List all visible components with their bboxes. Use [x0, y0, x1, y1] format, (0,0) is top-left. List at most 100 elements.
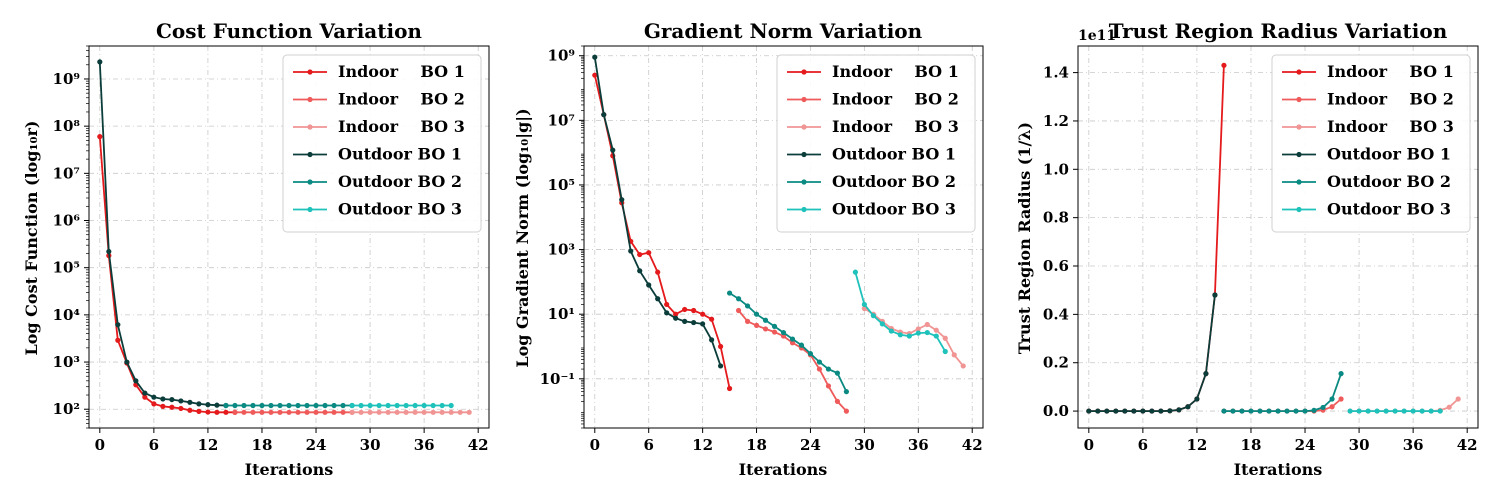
x-tick-label: 42 [962, 436, 983, 454]
data-point-outdoor-bo-1 [1203, 371, 1209, 377]
y-axis-label: Trust Region Radius (1/λ) [1015, 122, 1034, 354]
data-point-outdoor-bo-2 [1248, 408, 1254, 414]
legend-marker [307, 124, 313, 130]
data-point-outdoor-bo-2 [304, 402, 310, 409]
data-point-outdoor-bo-1 [1131, 408, 1137, 414]
data-point-outdoor-bo-2 [780, 329, 787, 336]
data-point-indoor-bo-1 [646, 250, 652, 256]
data-point-outdoor-bo-2 [726, 290, 733, 296]
data-point-indoor-bo-2 [762, 326, 769, 332]
legend-marker [307, 69, 313, 75]
data-point-indoor-bo-3 [960, 363, 966, 369]
data-point-outdoor-bo-2 [295, 402, 301, 409]
legend-marker [1296, 179, 1302, 185]
data-point-outdoor-bo-1 [1149, 408, 1155, 414]
legend-marker [307, 179, 313, 185]
data-point-outdoor-bo-3 [870, 313, 876, 319]
data-point-outdoor-bo-3 [1437, 408, 1443, 414]
data-point-indoor-bo-3 [394, 409, 400, 415]
legend-label: Outdoor BO 1 [338, 145, 462, 164]
data-point-outdoor-bo-3 [367, 402, 373, 409]
data-point-indoor-bo-1 [637, 251, 643, 258]
series-line-indoor-bo-1 [1088, 65, 1225, 413]
legend-label: Outdoor BO 1 [1327, 145, 1451, 164]
legend-marker [307, 151, 313, 158]
data-point-outdoor-bo-2 [1221, 408, 1227, 414]
data-point-outdoor-bo-3 [421, 402, 427, 409]
data-point-indoor-bo-3 [403, 409, 409, 415]
data-point-outdoor-bo-2 [1275, 408, 1281, 414]
legend-label: Indoor BO 1 [338, 62, 465, 81]
data-point-indoor-bo-2 [753, 322, 760, 328]
data-point-outdoor-bo-1 [1104, 408, 1110, 414]
data-point-indoor-bo-1 [691, 307, 697, 314]
x-tick-label: 24 [1295, 436, 1316, 454]
plot-frame [583, 45, 984, 429]
data-point-indoor-bo-1 [717, 343, 724, 350]
data-point-indoor-bo-3 [942, 335, 948, 341]
legend-label: Outdoor BO 2 [338, 172, 462, 191]
data-point-outdoor-bo-2 [277, 402, 283, 409]
data-point-outdoor-bo-2 [771, 323, 778, 329]
data-point-outdoor-bo-2 [286, 402, 292, 409]
x-tick-label: 42 [1457, 436, 1478, 454]
data-point-indoor-bo-1 [115, 337, 121, 343]
data-point-outdoor-bo-1 [1086, 408, 1092, 414]
data-point-indoor-bo-2 [771, 329, 778, 335]
y-tick-label: 10⁹ [548, 47, 575, 65]
y-tick-label: 10⁸ [53, 117, 81, 135]
x-tick-label: 6 [1138, 436, 1148, 454]
data-point-outdoor-bo-3 [448, 402, 454, 409]
x-tick-label: 18 [1241, 436, 1262, 454]
legend-label: Outdoor BO 2 [832, 172, 956, 191]
data-point-indoor-bo-1 [142, 394, 148, 400]
legend-marker [801, 179, 807, 185]
x-tick-label: 36 [414, 436, 435, 454]
x-tick-label: 12 [1186, 436, 1207, 454]
legend-box [1271, 54, 1471, 233]
data-point-outdoor-bo-3 [897, 332, 903, 338]
legend-label: Indoor BO 2 [832, 90, 959, 109]
data-point-indoor-bo-3 [376, 409, 382, 415]
legend-label: Indoor BO 3 [338, 117, 465, 136]
data-point-outdoor-bo-1 [106, 248, 112, 255]
data-point-indoor-bo-2 [331, 409, 337, 415]
data-point-outdoor-bo-1 [717, 363, 724, 369]
data-point-indoor-bo-3 [358, 409, 364, 415]
data-point-outdoor-bo-1 [178, 398, 184, 404]
data-point-outdoor-bo-3 [1392, 408, 1398, 414]
data-point-outdoor-bo-3 [1419, 408, 1425, 414]
legend-label: Indoor BO 1 [1327, 62, 1454, 81]
data-point-outdoor-bo-2 [744, 303, 751, 309]
data-point-outdoor-bo-1 [1185, 404, 1191, 410]
data-point-outdoor-bo-1 [1194, 396, 1200, 402]
data-point-indoor-bo-2 [286, 409, 292, 415]
plot-frame [88, 45, 490, 429]
data-point-indoor-bo-2 [843, 408, 850, 414]
data-point-outdoor-bo-3 [879, 321, 885, 327]
data-point-outdoor-bo-2 [1266, 408, 1272, 414]
y-tick-label: 1.2 [1043, 112, 1069, 130]
legend-marker [1296, 151, 1302, 158]
data-point-outdoor-bo-3 [385, 402, 391, 409]
chart-title: Cost Function Variation [156, 19, 422, 43]
legend-marker [801, 206, 807, 213]
data-point-outdoor-bo-1 [97, 59, 103, 65]
data-point-outdoor-bo-1 [1212, 292, 1218, 298]
data-point-outdoor-bo-2 [1338, 371, 1344, 377]
data-point-indoor-bo-3 [1446, 404, 1452, 410]
data-point-outdoor-bo-2 [762, 317, 769, 323]
y-tick-label: 10⁹ [53, 70, 80, 88]
chart-title: Trust Region Radius Variation [1109, 19, 1448, 43]
data-point-outdoor-bo-1 [682, 318, 688, 324]
data-point-indoor-bo-2 [340, 409, 346, 415]
x-axis-label: Iterations [1234, 460, 1323, 479]
data-point-indoor-bo-1 [196, 408, 202, 414]
data-point-outdoor-bo-2 [1257, 408, 1263, 414]
y-tick-label: 10⁵ [53, 259, 80, 277]
data-point-indoor-bo-3 [457, 409, 463, 415]
x-tick-label: 0 [1084, 436, 1094, 454]
data-point-indoor-bo-3 [924, 321, 930, 328]
data-point-outdoor-bo-3 [394, 402, 400, 409]
